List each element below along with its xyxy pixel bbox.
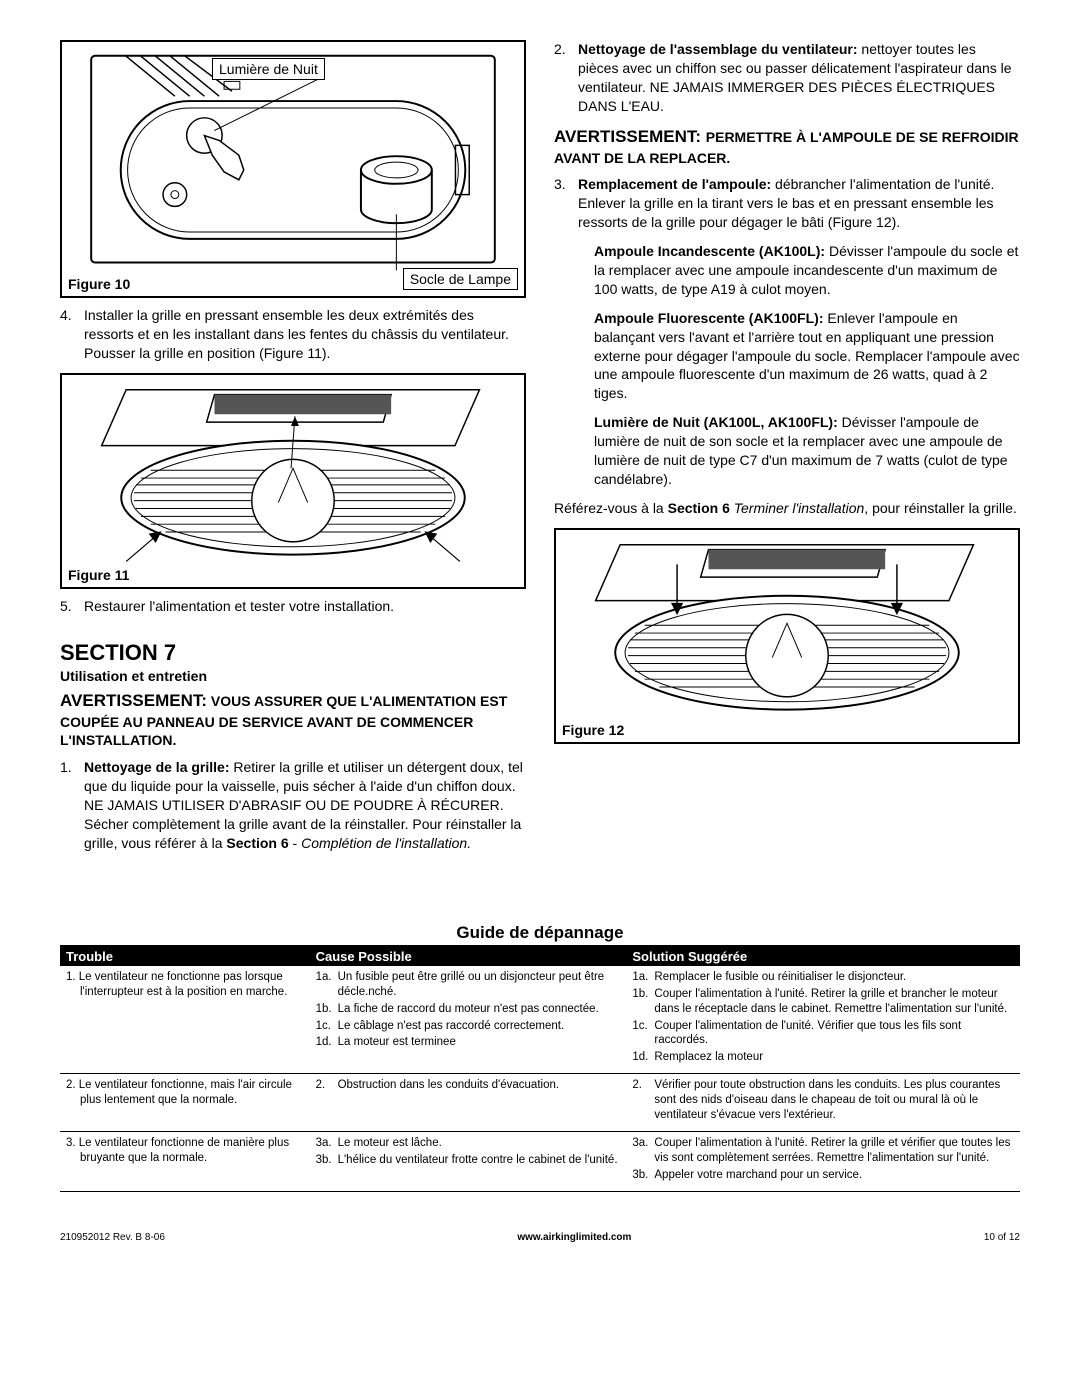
th-trouble: Trouble	[60, 947, 310, 966]
figure-11-svg	[62, 375, 524, 587]
right-steps-a: 2. Nettoyage de l'assemblage du ventilat…	[554, 40, 1020, 116]
step3-body: Remplacement de l'ampoule: débrancher l'…	[578, 175, 1020, 232]
step5-text: Restaurer l'alimentation et tester votre…	[84, 597, 526, 616]
step1-num: 1.	[60, 758, 84, 852]
bulb3: Lumière de Nuit (AK100L, AK100FL): Dévis…	[594, 413, 1020, 489]
left-column: Lumière de Nuit Socle de Lampe Figure 10…	[60, 40, 526, 863]
bulb2-label: Ampoule Fluorescente (AK100FL):	[594, 310, 823, 326]
figure-12-svg	[556, 530, 1018, 742]
step1-body: Nettoyage de la grille: Retirer la grill…	[84, 758, 526, 852]
left-steps-b: 5. Restaurer l'alimentation et tester vo…	[60, 597, 526, 616]
figure-10: Lumière de Nuit Socle de Lampe Figure 10	[60, 40, 526, 298]
step5-num: 5.	[60, 597, 84, 616]
footer-left: 210952012 Rev. B 8-06	[60, 1232, 165, 1243]
right-column: 2. Nettoyage de l'assemblage du ventilat…	[554, 40, 1020, 863]
ref-line: Référez-vous à la Section 6 Terminer l'i…	[554, 499, 1020, 518]
footer-center: www.airkinglimited.com	[165, 1232, 984, 1243]
step2-label: Nettoyage de l'assemblage du ventilateur…	[578, 41, 858, 57]
bulb3-label: Lumière de Nuit (AK100L, AK100FL):	[594, 414, 838, 430]
step3-num: 3.	[554, 175, 578, 232]
figure-10-svg	[62, 42, 524, 296]
step1-label: Nettoyage de la grille:	[84, 759, 229, 775]
section7-title: SECTION 7	[60, 640, 526, 666]
step4-num: 4.	[60, 306, 84, 363]
section7-sub: Utilisation et entretien	[60, 668, 526, 684]
bulb1: Ampoule Incandescente (AK100L): Dévisser…	[594, 242, 1020, 299]
trouble-title: Guide de dépannage	[60, 923, 1020, 947]
page-footer: 210952012 Rev. B 8-06 www.airkinglimited…	[60, 1232, 1020, 1243]
callout-lamp-socket: Socle de Lampe	[403, 268, 518, 290]
main-columns: Lumière de Nuit Socle de Lampe Figure 10…	[60, 40, 1020, 863]
figure-12-label: Figure 12	[562, 722, 624, 738]
figure-10-label: Figure 10	[68, 276, 130, 292]
bulb1-label: Ampoule Incandescente (AK100L):	[594, 243, 825, 259]
th-cause: Cause Possible	[310, 947, 627, 966]
th-solution: Solution Suggérée	[626, 947, 1020, 966]
figure-12: Figure 12	[554, 528, 1020, 744]
footer-right: 10 of 12	[984, 1232, 1020, 1243]
left-steps-c: 1. Nettoyage de la grille: Retirer la gr…	[60, 758, 526, 852]
trouble-table: Trouble Cause Possible Solution Suggérée…	[60, 947, 1020, 1192]
step2-num: 2.	[554, 40, 578, 116]
step2-body: Nettoyage de l'assemblage du ventilateur…	[578, 40, 1020, 116]
callout-night-light: Lumière de Nuit	[212, 58, 325, 80]
right-steps-b: 3. Remplacement de l'ampoule: débrancher…	[554, 175, 1020, 232]
bulb2: Ampoule Fluorescente (AK100FL): Enlever …	[594, 309, 1020, 403]
warning-right: AVERTISSEMENT: PERMETTRE À L'AMPOULE DE …	[554, 126, 1020, 168]
step3-label: Remplacement de l'ampoule:	[578, 176, 771, 192]
warning-left: AVERTISSEMENT: VOUS ASSURER QUE L'ALIMEN…	[60, 690, 526, 751]
step4-text: Installer la grille en pressant ensemble…	[84, 306, 526, 363]
figure-11-label: Figure 11	[68, 567, 129, 583]
figure-11: Figure 11	[60, 373, 526, 589]
left-steps-a: 4. Installer la grille en pressant ensem…	[60, 306, 526, 363]
